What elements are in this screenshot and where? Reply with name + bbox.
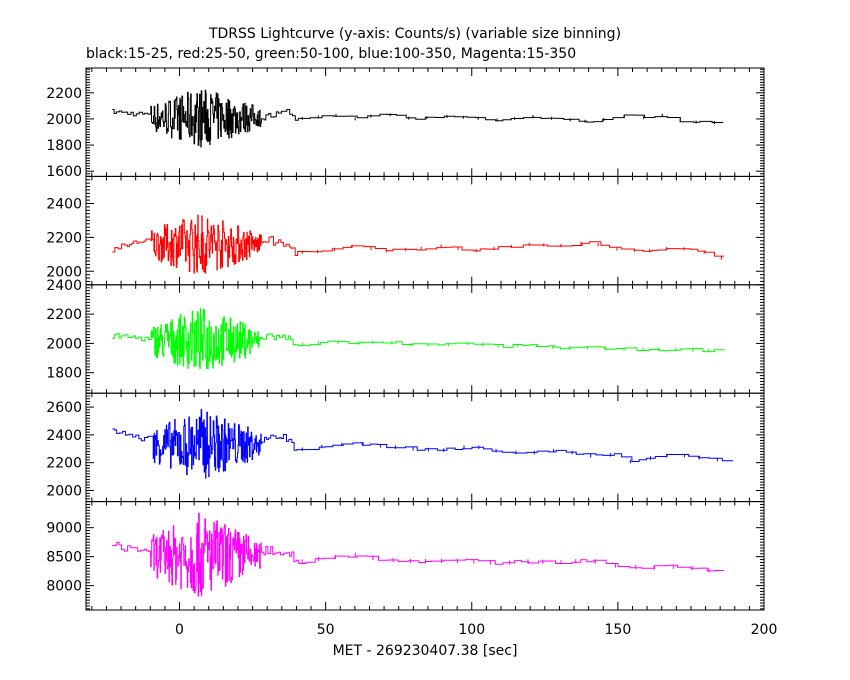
y-tick-label: 2200	[46, 86, 82, 102]
y-tick-label: 8500	[46, 550, 82, 566]
y-tick-label: 2000	[46, 336, 82, 352]
y-tick-label: 2200	[46, 456, 82, 472]
chart-subtitle: black:15-25, red:25-50, green:50-100, bl…	[86, 46, 576, 62]
x-axis: 0 50 100 150 200	[175, 622, 777, 638]
series-line-2	[112, 214, 725, 274]
y-tick-label: 2400	[46, 278, 82, 294]
x-tick-label: 100	[458, 622, 485, 638]
y-tick-label: 8000	[46, 579, 82, 595]
y-tick-label: 2600	[46, 400, 82, 416]
panels-group: 1600 1800 2000 2200 2000 2200 2400 1800 2000 2200…	[46, 67, 765, 611]
x-tick-label: 200	[751, 622, 778, 638]
y-tick-label: 9000	[46, 521, 82, 537]
y-tick-label: 2000	[46, 264, 82, 280]
y-tick-label: 2200	[46, 230, 82, 246]
y-tick-label: 1800	[46, 138, 82, 154]
panel-frame	[85, 392, 765, 503]
y-tick-label: 1800	[46, 366, 82, 382]
series-line-5	[112, 512, 724, 597]
x-tick-label: 150	[605, 622, 632, 638]
panel-2: 2000 2200 2400	[46, 175, 765, 286]
panel-5: 8000 8500 9000	[46, 501, 765, 611]
x-tick-label: 0	[175, 622, 184, 638]
panel-3: 1800 2000 2200 2400	[46, 278, 765, 394]
series-line-3	[112, 308, 725, 370]
y-tick-label: 2400	[46, 428, 82, 444]
x-axis-label: MET - 269230407.38 [sec]	[333, 643, 518, 659]
y-tick-label: 2200	[46, 307, 82, 323]
y-tick-label: 2400	[46, 197, 82, 213]
panel-frame	[85, 501, 765, 611]
chart-title: TDRSS Lightcurve (y-axis: Counts/s) (var…	[208, 26, 621, 42]
x-tick-label: 50	[317, 622, 335, 638]
series-line-1	[112, 89, 724, 148]
panel-1: 1600 1800 2000 2200	[46, 67, 765, 180]
y-tick-label: 2000	[46, 112, 82, 128]
panel-4: 2000 2200 2400 2600	[46, 392, 765, 503]
y-tick-label: 2000	[46, 483, 82, 499]
series-line-4	[112, 409, 734, 479]
y-tick-label: 1600	[46, 164, 82, 180]
